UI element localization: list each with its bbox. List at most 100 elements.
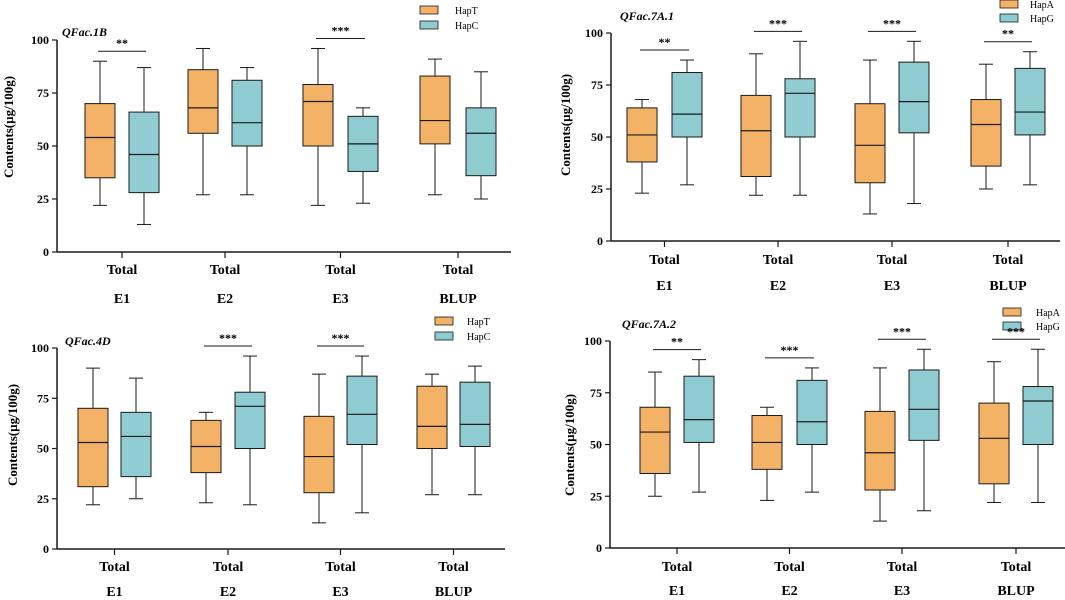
significance-label: ***	[781, 343, 799, 357]
x-category-label: Total	[993, 253, 1024, 268]
box-hapg	[908, 369, 940, 441]
legend: HapT HapC	[419, 5, 479, 32]
box-hapc	[346, 375, 378, 445]
panel-title: QFac.1B	[62, 25, 107, 39]
legend-swatch-1	[1002, 307, 1022, 317]
legend: HapT HapC	[434, 316, 491, 343]
box-hapg	[898, 61, 930, 134]
x-category-label: Total	[877, 253, 908, 268]
legend-label-2: HapC	[467, 332, 491, 343]
y-tick-label: 25	[37, 192, 49, 206]
environment-label: E3	[894, 584, 910, 599]
box-hapg	[1014, 67, 1046, 136]
legend-swatch-1	[419, 5, 439, 15]
legend-label-2: HapG	[1030, 14, 1054, 25]
x-category-label: Total	[1001, 560, 1032, 575]
significance-label: **	[659, 35, 671, 49]
panel-title: QFac.7A.2	[622, 317, 676, 331]
panel-qfac-4d: QFac.4D Contents(µg/100g) HapT HapC 0 25 5…	[5, 316, 505, 600]
y-tick-label: 0	[43, 542, 49, 556]
x-category-label: Total	[662, 560, 693, 575]
box-hapa	[740, 94, 772, 178]
box-hapg	[683, 375, 715, 443]
legend-label-1: HapA	[1036, 308, 1061, 319]
y-tick-label: 100	[584, 334, 602, 348]
significance-label: ***	[769, 16, 787, 30]
y-tick-label: 50	[37, 442, 49, 456]
environment-label: E2	[220, 585, 236, 600]
x-category-label: Total	[774, 560, 805, 575]
x-category-label: Total	[763, 253, 794, 268]
x-category-label: Total	[325, 560, 356, 575]
legend-label-2: HapG	[1036, 322, 1060, 333]
significance-label: ***	[332, 331, 350, 345]
box-hapa	[864, 410, 896, 491]
y-tick-label: 25	[37, 492, 49, 506]
legend: HapA HapG	[1002, 307, 1061, 333]
x-category-label: Total	[107, 263, 138, 278]
box-hapt	[419, 75, 451, 145]
y-axis-label: Contents(µg/100g)	[1, 76, 16, 178]
x-category-label: Total	[443, 263, 474, 278]
y-tick-label: 100	[585, 26, 603, 40]
environment-label: BLUP	[989, 279, 1027, 294]
legend-swatch-2	[419, 20, 439, 30]
environment-label: BLUP	[997, 584, 1035, 599]
legend-swatch-1	[434, 316, 454, 326]
legend-swatch-1	[999, 0, 1019, 9]
box-hapa	[978, 402, 1010, 485]
x-category-label: Total	[887, 560, 918, 575]
legend-label-1: HapT	[467, 317, 490, 328]
box-hapg	[784, 78, 816, 138]
legend-label-1: HapA	[1030, 0, 1055, 11]
environment-label: E3	[332, 292, 348, 307]
environment-label: E2	[770, 279, 786, 294]
x-category-label: Total	[99, 560, 130, 575]
y-tick-label: 75	[37, 391, 49, 405]
box-hapc	[234, 391, 266, 449]
environment-label: E1	[669, 584, 685, 599]
legend-label-1: HapT	[455, 6, 478, 17]
legend: HapA HapG	[999, 0, 1055, 25]
environment-label: E2	[217, 292, 233, 307]
box-hapg	[671, 72, 703, 138]
y-tick-label: 75	[591, 78, 603, 92]
box-hapa	[854, 103, 886, 184]
y-tick-label: 100	[31, 341, 49, 355]
panel-qfac-7a1: QFac.7A.1 Contents(µg/100g) HapA HapG 0 2…	[558, 0, 1060, 294]
environment-label: E3	[332, 585, 348, 600]
box-hapc	[459, 381, 491, 447]
significance-label: ***	[332, 23, 350, 37]
y-tick-label: 0	[43, 245, 49, 259]
y-tick-label: 0	[596, 541, 602, 555]
environment-label: E1	[656, 279, 672, 294]
y-tick-label: 50	[591, 130, 603, 144]
significance-label: ***	[893, 324, 911, 338]
legend-swatch-2	[434, 331, 454, 341]
significance-label: **	[116, 36, 128, 50]
x-category-label: Total	[213, 560, 244, 575]
significance-label: **	[671, 335, 683, 349]
box-hapc	[120, 411, 152, 478]
box-hapt	[77, 407, 109, 488]
box-hapc	[128, 111, 160, 194]
y-tick-label: 75	[37, 86, 49, 100]
x-category-label: Total	[210, 263, 241, 278]
y-tick-label: 25	[590, 489, 602, 503]
y-axis-label: Contents(µg/100g)	[558, 74, 573, 176]
box-hapc	[465, 107, 497, 177]
environment-label: BLUP	[435, 585, 473, 600]
box-hapg	[1022, 386, 1054, 446]
y-tick-label: 75	[590, 386, 602, 400]
significance-label: ***	[883, 16, 901, 30]
y-tick-label: 100	[31, 33, 49, 47]
x-category-label: Total	[325, 263, 356, 278]
significance-label: **	[1002, 27, 1014, 41]
environment-label: E1	[106, 585, 122, 600]
box-hapt	[303, 415, 335, 494]
y-tick-label: 25	[591, 182, 603, 196]
box-hapt	[84, 103, 116, 179]
y-axis-label: Contents(µg/100g)	[562, 394, 577, 496]
legend-swatch-2	[999, 13, 1019, 23]
